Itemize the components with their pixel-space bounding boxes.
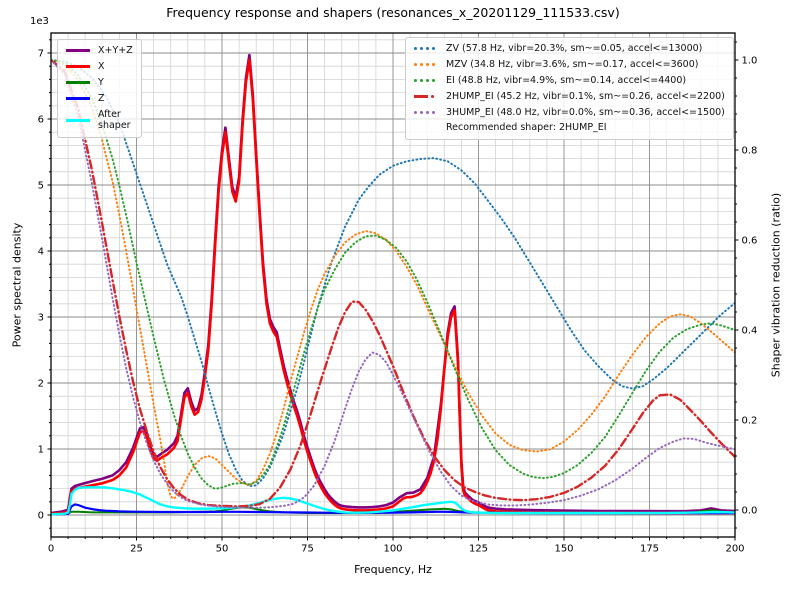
legend-item-label: 3HUMP_EI (48.0 Hz, vibr=0.0%, sm~=0.36, … [446, 106, 725, 118]
legend-item-label: X+Y+Z [98, 45, 133, 56]
line-swatch-icon [414, 47, 440, 51]
svg-text:25: 25 [130, 544, 143, 555]
line-swatch-icon [414, 79, 440, 83]
legend-item: After shaper [66, 109, 133, 133]
svg-text:7: 7 [38, 49, 44, 60]
svg-text:175: 175 [640, 544, 659, 555]
svg-text:0.0: 0.0 [742, 506, 758, 517]
line-swatch-icon [66, 65, 92, 69]
line-swatch-icon [414, 63, 440, 67]
svg-text:1.0: 1.0 [742, 56, 758, 67]
legend-item-label: EI (48.8 Hz, vibr=4.9%, sm~=0.14, accel<… [446, 74, 687, 86]
legend-item: 2HUMP_EI (45.2 Hz, vibr=0.1%, sm~=0.26, … [414, 91, 725, 103]
legend-recommendation: Recommended shaper: 2HUMP_EI [414, 122, 725, 134]
y-axis-label-left: Power spectral density [10, 222, 24, 348]
line-swatch-icon [66, 49, 92, 53]
legend-item: 3HUMP_EI (48.0 Hz, vibr=0.0%, sm~=0.36, … [414, 107, 725, 119]
legend-item: X [66, 61, 133, 73]
svg-text:3: 3 [38, 313, 44, 324]
legend-item: Y [66, 77, 133, 89]
svg-text:0.2: 0.2 [742, 416, 758, 427]
legend-item: ZV (57.8 Hz, vibr=20.3%, sm~=0.05, accel… [414, 43, 725, 55]
svg-text:200: 200 [725, 544, 744, 555]
y-axis-label-right: Shaper vibration reduction (ratio) [769, 192, 783, 378]
recommended-shaper-text: Recommended shaper: 2HUMP_EI [446, 122, 607, 134]
svg-text:2: 2 [38, 379, 44, 390]
legend-item: Z [66, 93, 133, 105]
line-swatch-icon [414, 110, 440, 114]
legend-right: ZV (57.8 Hz, vibr=20.3%, sm~=0.05, accel… [405, 37, 734, 141]
line-swatch-icon [414, 95, 440, 99]
line-swatch-icon [66, 81, 92, 85]
line-swatch-icon [66, 118, 92, 122]
svg-text:50: 50 [216, 544, 229, 555]
svg-text:0.6: 0.6 [742, 236, 758, 247]
svg-text:5: 5 [38, 181, 44, 192]
x-axis-label: Frequency, Hz [354, 563, 432, 576]
legend-item-label: Z [98, 92, 105, 104]
legend-left: X+Y+Z X Y Z After shaper [57, 39, 142, 139]
svg-text:125: 125 [469, 544, 488, 555]
svg-text:4: 4 [38, 247, 44, 258]
legend-item: X+Y+Z [66, 45, 133, 57]
chart-title: Frequency response and shapers (resonanc… [166, 5, 620, 20]
svg-text:1: 1 [38, 445, 44, 456]
legend-item: MZV (34.8 Hz, vibr=3.6%, sm~=0.17, accel… [414, 59, 725, 71]
svg-text:0: 0 [38, 511, 44, 522]
svg-text:100: 100 [383, 544, 402, 555]
svg-text:6: 6 [38, 115, 44, 126]
svg-text:150: 150 [554, 544, 573, 555]
svg-text:75: 75 [301, 544, 314, 555]
legend-item-label: 2HUMP_EI (45.2 Hz, vibr=0.1%, sm~=0.26, … [446, 90, 725, 102]
y-axis-offset-label: 1e3 [30, 16, 49, 27]
svg-text:0.4: 0.4 [742, 326, 758, 337]
legend-item-label: MZV (34.8 Hz, vibr=3.6%, sm~=0.17, accel… [446, 58, 699, 70]
svg-text:0: 0 [48, 544, 54, 555]
legend-item-label: ZV (57.8 Hz, vibr=20.3%, sm~=0.05, accel… [446, 43, 703, 54]
legend-item-label: Y [98, 76, 104, 88]
svg-text:0.8: 0.8 [742, 146, 758, 157]
line-swatch-icon [66, 97, 92, 101]
legend-item-label: X [98, 60, 105, 72]
legend-item: EI (48.8 Hz, vibr=4.9%, sm~=0.14, accel<… [414, 75, 725, 87]
legend-item-label: After shaper [98, 108, 131, 132]
